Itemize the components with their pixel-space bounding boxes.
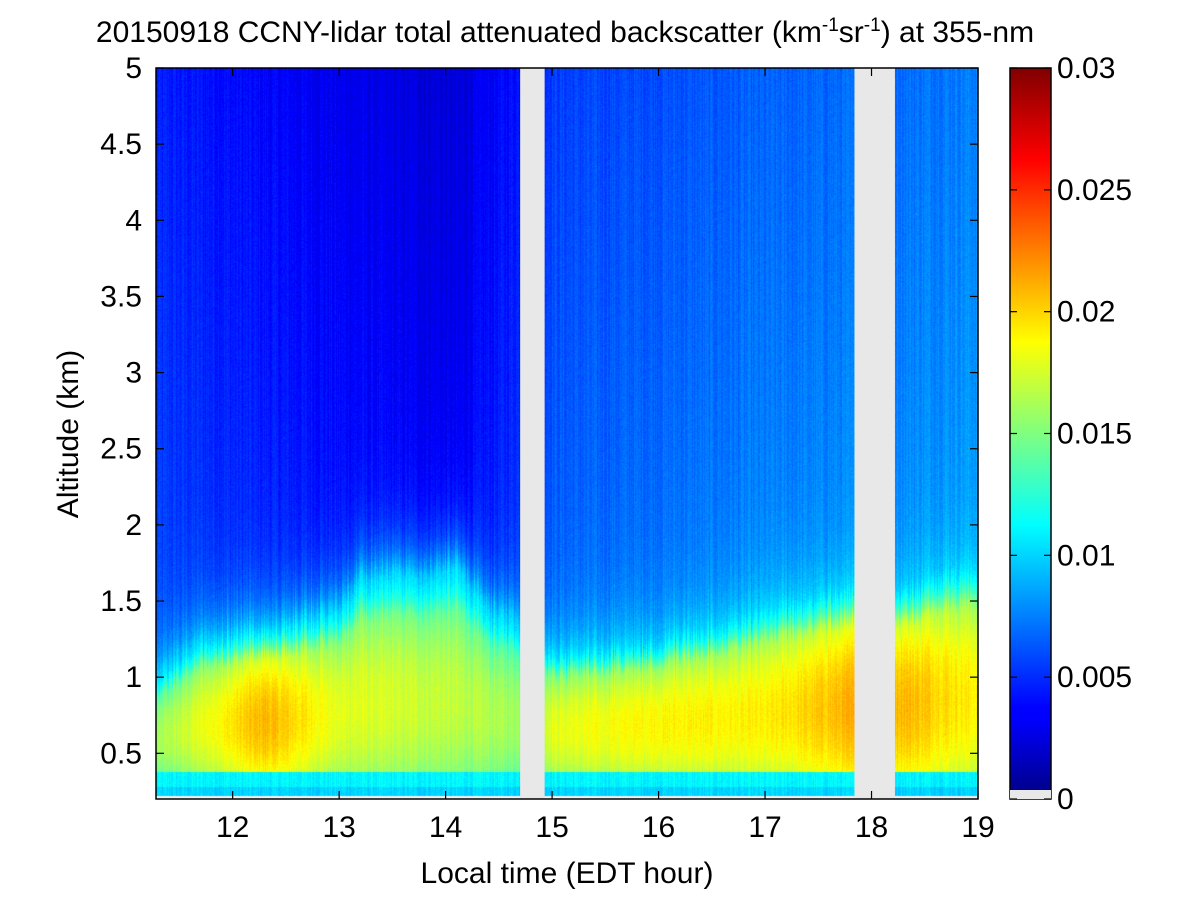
backscatter-heatmap xyxy=(156,68,978,799)
y-tick-label: 4 xyxy=(125,204,142,237)
y-axis: 0.5 1 1.5 2 2.5 3 3.5 4 4.5 5 xyxy=(100,52,978,770)
y-tick-label: 2.5 xyxy=(100,433,142,466)
title-superscript: -1 xyxy=(864,15,881,36)
colorbar-undefined-band xyxy=(1010,790,1051,799)
plot-area: 12 13 14 15 16 17 18 19 0.5 1 1.5 2 2.5 3 3.5 4 4.5 5 xyxy=(100,52,994,844)
colorbar-tick-label: 0 xyxy=(1057,783,1074,816)
colorbar-tick-label: 0.02 xyxy=(1057,296,1115,329)
colorbar-tick-label: 0.005 xyxy=(1057,661,1132,694)
colorbar-tick-label: 0.025 xyxy=(1057,174,1132,207)
y-tick-label: 0.5 xyxy=(100,737,142,770)
x-tick-label: 14 xyxy=(429,811,462,844)
x-tick-label: 15 xyxy=(535,811,568,844)
y-tick-label: 4.5 xyxy=(100,128,142,161)
y-tick-label: 3.5 xyxy=(100,280,142,313)
title-superscript: -1 xyxy=(822,15,839,36)
data-gap xyxy=(520,68,545,799)
x-tick-label: 17 xyxy=(748,811,781,844)
colorbar-ticks: 0 0.005 0.01 0.015 0.02 0.025 0.03 xyxy=(1010,52,1132,816)
title-text: sr xyxy=(839,16,864,49)
colorbar-tick-label: 0.015 xyxy=(1057,418,1132,451)
data-gap xyxy=(854,68,895,799)
title-text: ) at 355-nm xyxy=(881,16,1034,49)
colorbar-tick-label: 0.01 xyxy=(1057,539,1115,572)
data-gaps xyxy=(520,68,895,799)
x-tick-label: 18 xyxy=(855,811,888,844)
y-tick-label: 5 xyxy=(125,52,142,85)
x-axis: 12 13 14 15 16 17 18 19 xyxy=(216,68,995,844)
chart-title: 20150918 CCNY-lidar total attenuated bac… xyxy=(96,15,1034,49)
colorbar: 0 0.005 0.01 0.015 0.02 0.025 0.03 xyxy=(1009,52,1132,816)
x-tick-label: 13 xyxy=(322,811,355,844)
title-text: 20150918 CCNY-lidar total attenuated bac… xyxy=(96,16,822,49)
y-tick-label: 1.5 xyxy=(100,585,142,618)
x-axis-label: Local time (EDT hour) xyxy=(421,857,714,890)
x-tick-label: 16 xyxy=(642,811,675,844)
y-tick-label: 2 xyxy=(125,509,142,542)
y-tick-label: 3 xyxy=(125,357,142,390)
colorbar-tick-label: 0.03 xyxy=(1057,52,1115,85)
plot-frame xyxy=(155,67,979,800)
x-tick-label: 19 xyxy=(961,811,994,844)
y-axis-label: Altitude (km) xyxy=(52,350,85,518)
x-tick-label: 12 xyxy=(216,811,249,844)
y-tick-label: 1 xyxy=(125,661,142,694)
